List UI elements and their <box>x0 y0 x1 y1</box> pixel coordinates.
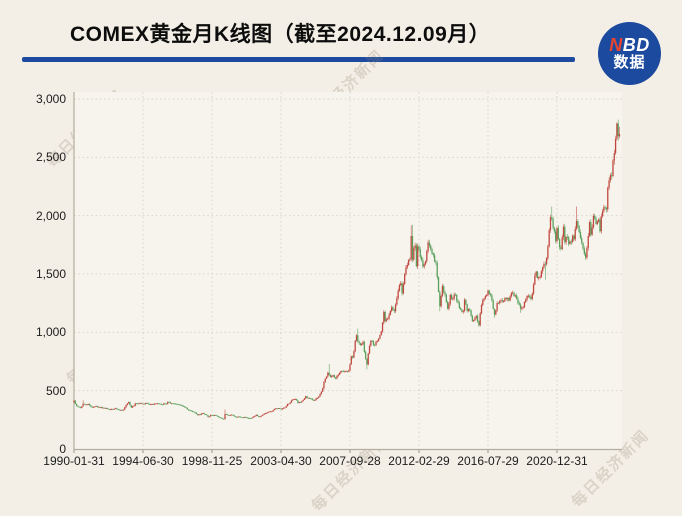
logo-letters-bd: BD <box>622 35 650 56</box>
kline-chart <box>73 92 622 453</box>
x-axis-tick-label: 1998-11-25 <box>181 454 243 468</box>
y-axis-tick-label: 3,000 <box>35 92 66 106</box>
x-axis-tick-label: 2012-02-29 <box>388 454 450 468</box>
x-axis-tick-label: 1994-06-30 <box>112 454 174 468</box>
x-axis-tick-label: 2007-09-28 <box>319 454 381 468</box>
logo-text-nbd: NBD <box>609 36 650 55</box>
page-title: COMEX黄金月K线图（截至2024.12.09月） <box>70 23 491 46</box>
infographic-root: COMEX黄金月K线图（截至2024.12.09月） NBD 数据 每日经济新闻… <box>22 22 661 515</box>
x-axis-tick-label: 1990-01-31 <box>43 454 105 468</box>
logo-letter-n: N <box>609 35 623 56</box>
y-axis-tick-label: 0 <box>59 442 66 456</box>
y-axis-tick-label: 1,500 <box>35 267 66 281</box>
y-axis-tick-label: 1,000 <box>35 325 66 340</box>
x-axis-tick-label: 2020-12-31 <box>526 454 588 468</box>
y-axis-tick-label: 500 <box>45 383 66 398</box>
y-axis-tick-label: 2,000 <box>35 208 66 223</box>
x-axis-tick-label: 2016-07-29 <box>457 454 519 468</box>
y-axis-tick-label: 2,500 <box>35 150 66 165</box>
nbd-logo: NBD 数据 <box>598 22 661 85</box>
title-underline <box>22 57 575 62</box>
logo-text-shuju: 数据 <box>613 54 646 72</box>
x-axis-tick-label: 2003-04-30 <box>250 454 312 468</box>
